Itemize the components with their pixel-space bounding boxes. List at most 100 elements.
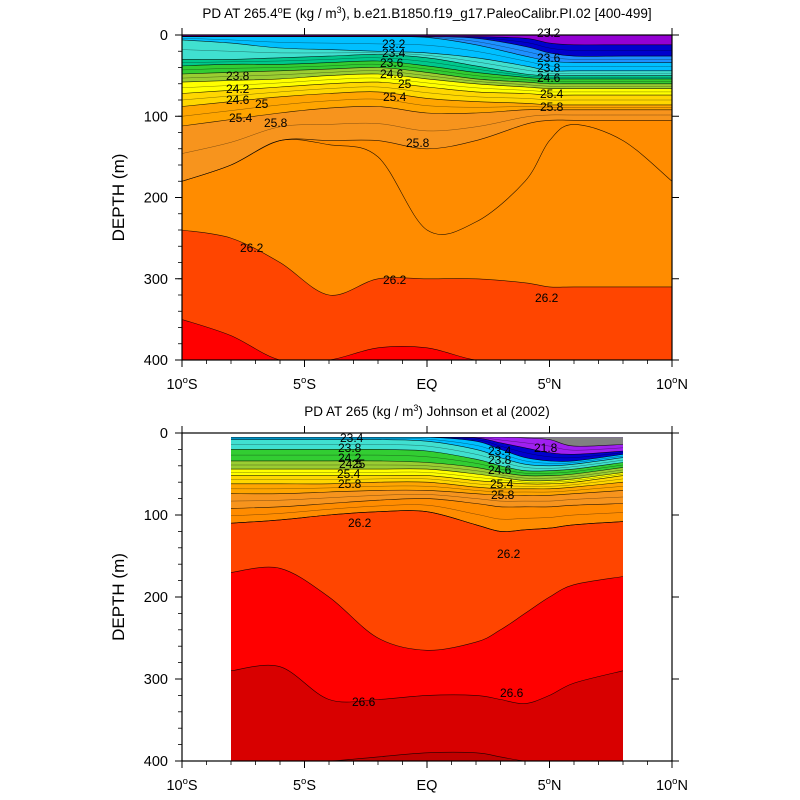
contour-line-25.4 (182, 105, 672, 127)
contour-line-23.4 (182, 54, 672, 77)
contour-line-22.4 (231, 437, 623, 455)
contour-label: 26.2 (348, 516, 372, 530)
contour-label: 23.8 (338, 441, 362, 455)
contour-label: 25 (352, 457, 366, 471)
contour-line-24.2 (231, 468, 623, 482)
contour-line-minor (182, 57, 672, 78)
contour-line-minor (231, 437, 623, 459)
contour-label: 24.5 (339, 457, 363, 471)
contour-label: 25.4 (229, 111, 253, 125)
contour-line-23.8 (231, 460, 623, 477)
contour-label: 23.8 (537, 61, 561, 75)
contour-line-22.8 (231, 437, 623, 462)
contour-label: 25.4 (490, 477, 514, 491)
contour-line-minor (231, 485, 623, 493)
contour-line-minor (231, 454, 623, 474)
contour-label: 21.8 (534, 441, 558, 455)
contour-line-minor (182, 70, 672, 87)
contour-line-25.4 (231, 489, 623, 496)
contour-line-26.6 (231, 664, 623, 704)
y-axis-label: DEPTH (m) (109, 154, 128, 242)
contour-label: 24.6 (537, 71, 561, 85)
contour-label: 26.6 (352, 695, 376, 709)
x-tick-label: 5oN (538, 776, 562, 794)
y-tick-label: 400 (144, 353, 168, 369)
contour-line-23.2 (182, 39, 672, 72)
contour-line-23.6 (182, 60, 672, 80)
contour-label: 25 (398, 77, 412, 91)
contour-line-26.8 (231, 751, 623, 761)
contour-label: 23.8 (488, 453, 512, 467)
y-tick-label: 200 (144, 191, 168, 207)
contour-line-minor (182, 86, 672, 101)
contour-line-26.4 (182, 319, 672, 360)
x-tick-label: 10oN (656, 776, 688, 794)
contour-label: 25.8 (540, 100, 564, 114)
contour-line-minor (231, 478, 623, 487)
contour-line-minor (182, 36, 672, 60)
contour-label: 24.2 (338, 451, 362, 465)
x-tick-label: 10oN (656, 375, 688, 393)
contour-line-minor (231, 471, 623, 483)
contour-label: 26.6 (500, 686, 524, 700)
contour-line-minor (182, 98, 672, 117)
contour-label: 23.6 (380, 56, 404, 70)
contour-label: 25.4 (540, 87, 564, 101)
contour-label: 25.8 (264, 116, 288, 130)
contour-line-25 (231, 481, 623, 490)
y-tick-label: 100 (144, 508, 168, 524)
y-tick-label: 300 (144, 272, 168, 288)
x-tick-label: 5oN (538, 375, 562, 393)
contour-line-minor (231, 494, 623, 502)
x-tick-label: 10oS (166, 776, 197, 794)
y-tick-label: 0 (160, 426, 168, 442)
contour-label: 25.8 (406, 136, 430, 150)
x-tick-label: 10oS (166, 375, 197, 393)
y-tick-label: 300 (144, 672, 168, 688)
contour-label: 23.2 (382, 37, 406, 51)
contour-line-minor (231, 464, 623, 479)
contour-label: 25.4 (383, 90, 407, 104)
contour-label: 25 (255, 97, 269, 111)
y-axis-label: DEPTH (m) (109, 553, 128, 641)
density-band-22 (500, 437, 623, 447)
contour-label: 24.6 (380, 67, 404, 81)
contour-label: 26.2 (240, 241, 264, 255)
chart-title: PD AT 265 (kg / m3) Johnson et al (2002) (304, 403, 549, 419)
x-tick-label: EQ (417, 778, 438, 794)
contour-line-26.4 (231, 566, 623, 651)
contour-line-minor (182, 77, 672, 93)
contour-line-minor (182, 63, 672, 82)
contour-label: 23.4 (340, 431, 364, 445)
chart-panel-2: 23.423.824.224.52525.425.823.423.824.625… (109, 403, 688, 794)
contour-line-minor (182, 114, 672, 154)
contour-label: 23.2 (537, 26, 561, 40)
density-field (182, 35, 672, 360)
contour-label: 25.8 (338, 477, 362, 491)
contour-line-24.6 (231, 474, 623, 485)
density-field (231, 437, 623, 761)
x-tick-label: 5oS (293, 375, 316, 393)
contour-label: 26.2 (383, 273, 407, 287)
contour-line-23.2 (231, 439, 623, 467)
contour-label: 23.6 (537, 51, 561, 65)
contour-line-23.4 (231, 448, 623, 472)
y-tick-label: 200 (144, 590, 168, 606)
y-tick-label: 100 (144, 109, 168, 125)
contour-line-minor (231, 437, 623, 451)
contour-label: 24.6 (226, 93, 250, 107)
contour-line-24.2 (182, 73, 672, 90)
contour-line-23.8 (182, 67, 672, 85)
y-tick-label: 0 (160, 28, 168, 44)
y-tick-label: 400 (144, 754, 168, 770)
contour-label: 25.8 (491, 488, 515, 502)
contour-label: 23.8 (226, 69, 250, 83)
contour-label: 24.2 (226, 82, 250, 96)
x-tick-label: 5oS (293, 776, 316, 794)
chart-panel-1: 23.423.623.824.224.624.6252525.425.425.8… (109, 5, 688, 393)
contour-label: 23.4 (488, 444, 512, 458)
contour-line-25.8 (231, 498, 623, 509)
contour-label: 26.2 (497, 547, 521, 561)
contour-line-minor (182, 49, 672, 74)
